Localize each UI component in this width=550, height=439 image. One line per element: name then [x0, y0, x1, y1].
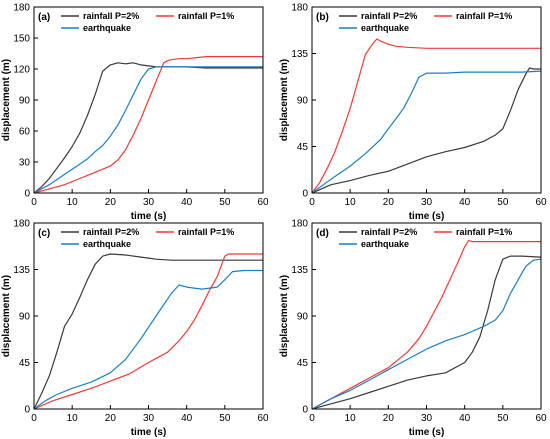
y-tick-label: 135	[291, 265, 308, 276]
chart-panel: 0 10 20 30 40 50 60 0 30 60 90 120 150 180 time (s) dis…	[1, 3, 269, 223]
y-tick-label: 180	[291, 219, 308, 230]
y-tick-label: 0	[302, 189, 308, 200]
x-axis-label: time (s)	[131, 211, 167, 222]
y-tick-label: 135	[291, 49, 308, 60]
x-axis-label: time (s)	[131, 427, 167, 438]
y-tick-label: 0	[302, 405, 308, 416]
y-tick-label: 180	[13, 219, 30, 230]
panel-label: (d)	[316, 228, 329, 239]
legend-label: rainfall P=1%	[178, 227, 234, 237]
x-tick-label: 10	[345, 197, 357, 208]
x-tick-label: 40	[181, 197, 193, 208]
series-line	[34, 66, 263, 193]
x-tick-label: 20	[105, 413, 117, 424]
y-tick-label: 150	[13, 34, 30, 45]
series-line	[312, 240, 541, 409]
legend-label: rainfall P=1%	[178, 11, 234, 21]
legend-label: earthquake	[83, 23, 131, 33]
x-tick-label: 60	[257, 413, 269, 424]
x-tick-label: 20	[383, 413, 395, 424]
x-tick-label: 0	[31, 413, 37, 424]
x-tick-label: 40	[459, 413, 471, 424]
series-line	[34, 269, 263, 409]
x-tick-label: 10	[67, 197, 79, 208]
panel-label: (b)	[316, 12, 329, 23]
y-axis-label: displacement (m)	[1, 59, 12, 141]
y-axis-label: displacement (m)	[1, 275, 12, 357]
y-tick-label: 30	[19, 158, 31, 169]
legend-label: earthquake	[361, 239, 409, 249]
plot-frame	[33, 222, 264, 410]
x-tick-label: 0	[309, 413, 315, 424]
legend-label: rainfall P=2%	[83, 11, 139, 21]
series-line	[34, 253, 263, 409]
x-tick-label: 30	[421, 413, 433, 424]
series-line	[312, 67, 541, 193]
y-tick-label: 90	[297, 312, 309, 323]
x-tick-label: 10	[345, 413, 357, 424]
y-tick-label: 120	[13, 65, 30, 76]
series-group	[34, 253, 263, 409]
series-line	[312, 70, 541, 193]
legend-label: earthquake	[83, 239, 131, 249]
x-tick-label: 30	[143, 197, 155, 208]
chart-panel: 0 10 20 30 40 50 60 0 45 90 135 180 time (s) displace…	[279, 219, 547, 439]
legend-label: rainfall P=1%	[456, 227, 512, 237]
x-tick-label: 20	[383, 197, 395, 208]
chart-panel: 0 10 20 30 40 50 60 0 45 90 135 180 time (s) displace…	[1, 219, 269, 439]
y-tick-label: 90	[19, 96, 31, 107]
plot-frame	[311, 6, 542, 194]
x-tick-label: 40	[459, 197, 471, 208]
x-tick-label: 30	[421, 197, 433, 208]
y-tick-label: 180	[13, 3, 30, 14]
legend-label: rainfall P=2%	[83, 227, 139, 237]
y-tick-label: 45	[19, 358, 31, 369]
y-tick-label: 45	[297, 142, 309, 153]
series-line	[34, 253, 263, 409]
legend-label: earthquake	[361, 23, 409, 33]
x-tick-label: 50	[497, 413, 509, 424]
y-tick-label: 90	[297, 96, 309, 107]
x-tick-label: 20	[105, 197, 117, 208]
x-tick-label: 60	[535, 197, 547, 208]
series-group	[312, 240, 541, 409]
x-tick-label: 50	[497, 197, 509, 208]
x-tick-label: 60	[535, 413, 547, 424]
x-tick-label: 50	[219, 197, 231, 208]
series-line	[312, 38, 541, 193]
x-tick-label: 50	[219, 413, 231, 424]
x-tick-label: 30	[143, 413, 155, 424]
series-group	[34, 56, 263, 193]
legend-label: rainfall P=2%	[361, 227, 417, 237]
panel-label: (a)	[38, 12, 50, 23]
y-tick-label: 90	[19, 312, 31, 323]
y-tick-label: 0	[24, 405, 30, 416]
plot-frame	[311, 222, 542, 410]
series-line	[34, 56, 263, 193]
x-tick-label: 60	[257, 197, 269, 208]
legend-label: rainfall P=1%	[456, 11, 512, 21]
y-tick-label: 135	[13, 265, 30, 276]
y-tick-label: 180	[291, 3, 308, 14]
y-tick-label: 45	[297, 358, 309, 369]
y-axis-label: displacement (m)	[279, 59, 290, 141]
series-line	[312, 255, 541, 409]
chart-panel: 0 10 20 30 40 50 60 0 45 90 135 180 time (s) displace…	[279, 3, 547, 223]
series-group	[312, 38, 541, 193]
y-tick-label: 60	[19, 127, 31, 138]
x-axis-label: time (s)	[409, 427, 445, 438]
x-tick-label: 0	[309, 197, 315, 208]
series-line	[34, 62, 263, 193]
x-tick-label: 40	[181, 413, 193, 424]
y-axis-label: displacement (m)	[279, 275, 290, 357]
series-line	[312, 258, 541, 409]
x-tick-label: 10	[67, 413, 79, 424]
legend-label: rainfall P=2%	[361, 11, 417, 21]
x-axis-label: time (s)	[409, 211, 445, 222]
y-tick-label: 0	[24, 189, 30, 200]
x-tick-label: 0	[31, 197, 37, 208]
panel-label: (c)	[38, 228, 50, 239]
